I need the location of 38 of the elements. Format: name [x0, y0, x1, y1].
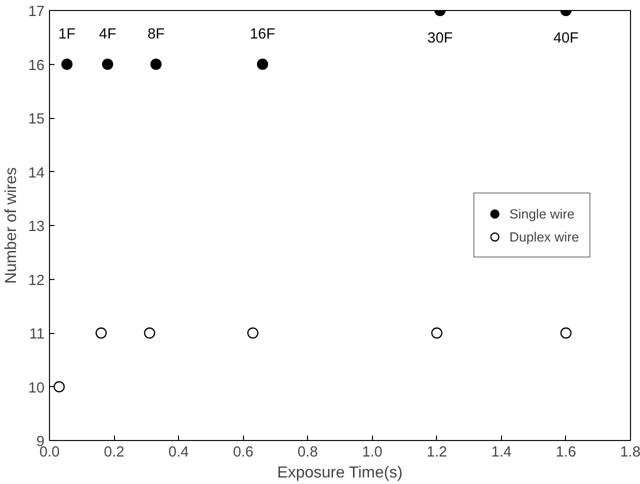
annotation: 16F: [250, 26, 276, 42]
x-axis-title: Exposure Time(s): [277, 464, 403, 482]
x-tick-label: 0.8: [298, 444, 318, 460]
point: [96, 327, 107, 339]
point: [144, 327, 156, 339]
x-tick-label: 0.2: [104, 444, 124, 460]
annotation: 40F: [553, 30, 579, 46]
point: [61, 58, 73, 70]
y-tick-label: 13: [28, 219, 45, 235]
y-tick-label: 15: [28, 112, 45, 128]
annotation: 1F: [58, 26, 76, 42]
y-tick-label: 17: [28, 4, 45, 20]
legend-label: Single wire: [509, 206, 575, 221]
y-axis-title: Number of wires: [3, 167, 20, 284]
x-tick-label: 0.6: [232, 444, 254, 460]
x-tick-label: 0.0: [39, 444, 60, 460]
annotation: 4F: [99, 26, 116, 42]
y-tick-label: 10: [28, 380, 45, 396]
point: [247, 327, 258, 339]
x-tick-label: 1.2: [426, 444, 448, 460]
point: [54, 381, 65, 392]
x-tick-label: 1.8: [620, 444, 640, 460]
y-tick-label: 12: [28, 272, 45, 289]
y-tick-label: 14: [28, 165, 45, 182]
y-tick-label: 11: [29, 326, 45, 342]
x-tick-label: 1.4: [491, 444, 512, 460]
point: [560, 327, 572, 339]
legend-label: Duplex wire: [509, 229, 579, 244]
point: [102, 58, 114, 70]
point: [431, 327, 442, 339]
x-tick-label: 0.4: [168, 444, 189, 460]
annotation: 30F: [427, 30, 453, 46]
annotation: 8F: [147, 26, 165, 42]
x-tick-label: 1.6: [556, 444, 576, 460]
x-tick-label: 1.0: [362, 444, 382, 460]
y-tick-label: 16: [28, 58, 45, 74]
point: [150, 58, 162, 70]
point: [256, 58, 268, 70]
